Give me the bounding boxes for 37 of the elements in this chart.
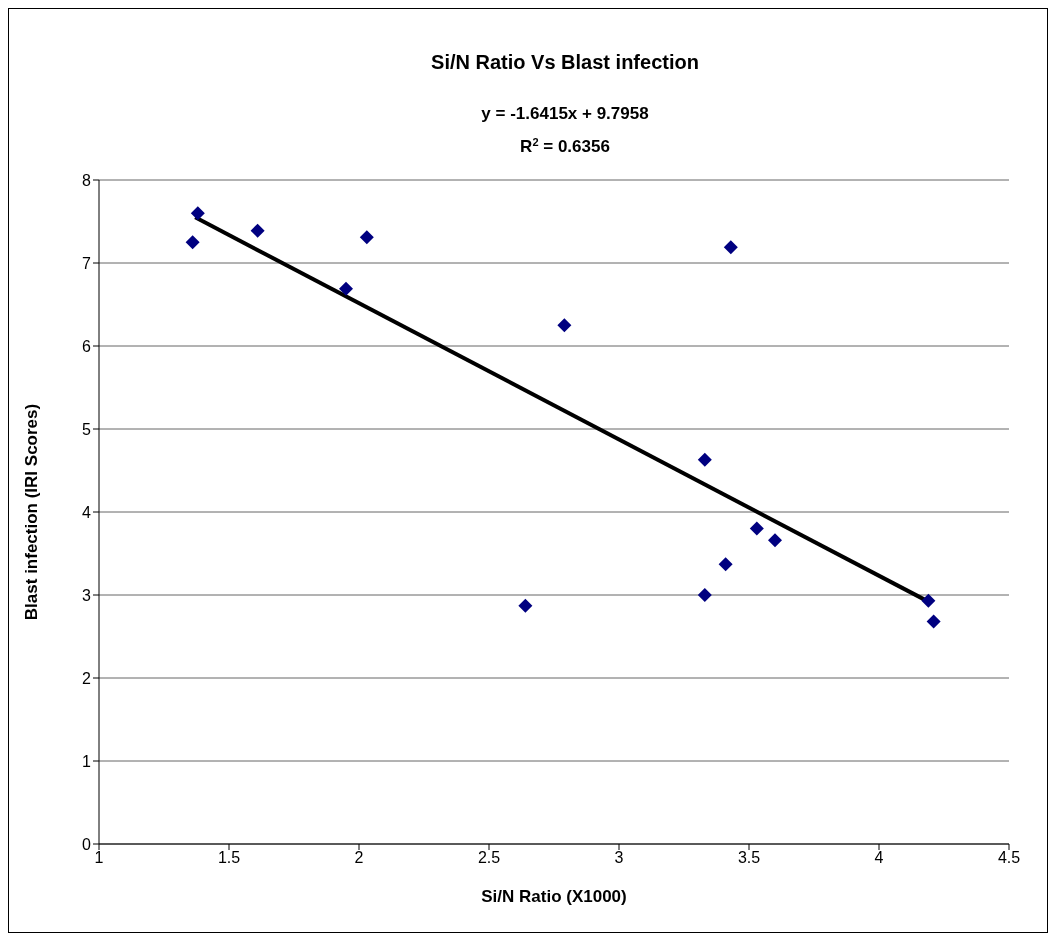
y-tick-label: 8 [82,171,92,189]
point [557,318,572,333]
point [518,598,533,613]
x-tick-label: 1 [94,849,104,867]
y-tick-label: 1 [82,752,92,770]
text: y = -1.6415x + 9.7958 [481,104,649,123]
point [697,588,712,602]
x-tick-label: 3 [614,849,624,867]
x-tick-label: 1.5 [217,849,241,867]
point [190,206,205,221]
y-tick-label: 5 [82,420,92,438]
y-axis-title: Blast infection (IRI Scores) [22,403,42,621]
x-tick-label: 4.5 [997,849,1021,867]
point [359,230,374,245]
y-tick-label: 4 [82,503,92,521]
x-tick-label: 3.5 [737,849,761,867]
point [921,593,936,608]
point [697,452,712,467]
y-tick-label: 2 [82,669,92,687]
point [718,557,733,572]
x-tick-label: 4 [874,849,884,867]
x-axis-title: Si/N Ratio (X1000) [481,887,627,906]
point [749,521,764,536]
y-tick-label: 7 [82,254,92,272]
point [723,240,738,255]
point [926,614,941,629]
chart-title: Si/N Ratio Vs Blast infection [431,51,699,73]
x-tick-label: 2.5 [477,849,501,867]
point [250,223,265,238]
point [339,281,353,296]
x-tick-label: 2 [354,849,364,867]
y-tick-label: 3 [82,586,92,604]
point [185,235,200,250]
text: R$^{2}$ = 0.6356 [520,136,610,156]
point [768,533,782,548]
y-tick-label: 6 [82,337,92,355]
y-tick-label: 0 [82,835,92,853]
